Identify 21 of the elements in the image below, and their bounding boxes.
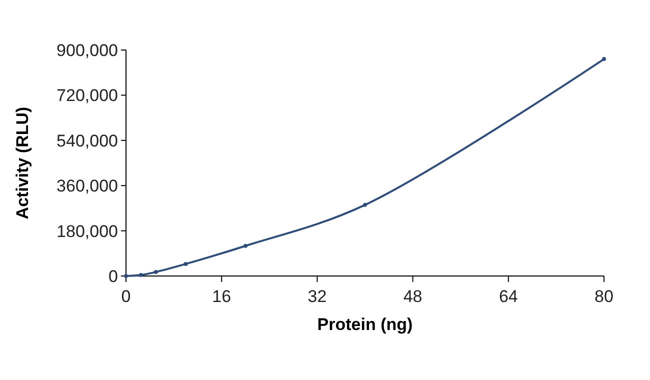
point <box>244 244 248 248</box>
y-tick-label: 360,000 <box>56 176 118 196</box>
point <box>363 202 367 207</box>
x-tick-label: 80 <box>594 287 614 306</box>
x-tick-label: 0 <box>121 287 131 306</box>
point <box>138 272 143 277</box>
x-tick-label: 48 <box>403 287 422 306</box>
x-axis-title: Protein (ng) <box>317 315 413 334</box>
y-tick-label: 900,000 <box>56 40 118 60</box>
point <box>184 262 188 266</box>
x-tick-label: 32 <box>308 287 327 306</box>
point <box>124 274 128 278</box>
y-tick-label: 720,000 <box>56 86 118 106</box>
point <box>154 270 158 274</box>
y-tick-label: 540,000 <box>56 131 118 150</box>
x-tick-label: 64 <box>498 287 518 306</box>
point <box>602 57 606 62</box>
x-tick-label: 16 <box>212 287 232 306</box>
y-tick-label: 180,000 <box>56 222 118 241</box>
y-axis-title: Activity (RLU) <box>13 106 32 220</box>
y-tick-label: 0 <box>108 266 118 286</box>
